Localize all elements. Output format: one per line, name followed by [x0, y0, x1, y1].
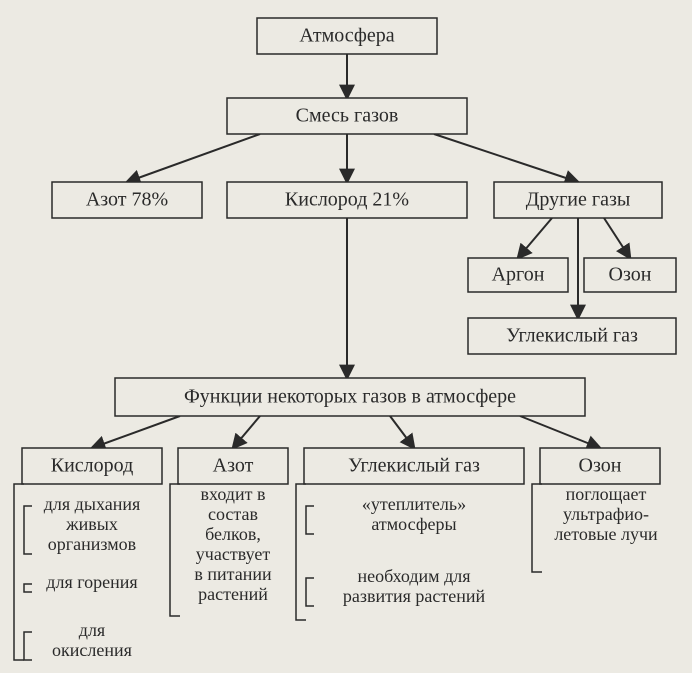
- node-nitrogen: Азот 78%: [52, 182, 202, 218]
- node-f_oxygen: Кислород: [22, 448, 162, 484]
- node-argon: Аргон: [468, 258, 568, 292]
- brace-f_oxygen-item-1-bracket: [24, 584, 32, 592]
- node-f_ozone: Озон: [540, 448, 660, 484]
- brace-f_co2-item-0-bracket: [306, 506, 314, 534]
- node-f_oxygen-label: Кислород: [51, 455, 134, 477]
- edge-gas_mix-other_gases: [434, 134, 578, 182]
- brace-f_nitrogen-item-0-text: входит всоставбелков,участвуетв питаниир…: [194, 484, 272, 604]
- node-f_nitrogen-label: Азот: [213, 455, 254, 477]
- brace-f_co2: «утеплитель»атмосферы необходим дляразвит…: [296, 484, 485, 620]
- node-ozone_top: Озон: [584, 258, 676, 292]
- node-gas_mix: Смесь газов: [227, 98, 467, 134]
- edge-functions-f_nitrogen: [233, 416, 260, 448]
- node-co2_top-label: Углекислый газ: [506, 325, 638, 347]
- brace-f_co2-outer: [296, 484, 306, 620]
- node-atmosphere-label: Атмосфера: [299, 25, 394, 47]
- brace-f_oxygen-item-0-bracket: [24, 506, 32, 554]
- node-other_gases-label: Другие газы: [526, 189, 631, 211]
- brace-f_oxygen-item-2-bracket: [24, 632, 32, 660]
- brace-f_nitrogen: входит всоставбелков,участвуетв питаниир…: [170, 484, 272, 616]
- brace-f_oxygen-outer: [14, 484, 24, 660]
- brace-f_oxygen-item-0-text: для дыханияживыхорганизмов: [44, 494, 140, 554]
- brace-f_ozone: поглощаетультрафио-летовые лучи: [532, 484, 658, 572]
- brace-f_co2-item-1-bracket: [306, 578, 314, 606]
- brace-f_co2-item-0-text: «утеплитель»атмосферы: [362, 494, 466, 534]
- node-functions-label: Функции некоторых газов в атмосфере: [184, 386, 516, 408]
- brace-f_ozone-outer: [532, 484, 542, 572]
- node-argon-label: Аргон: [492, 264, 545, 286]
- brace-f_oxygen: для дыханияживыхорганизмов для горения для…: [14, 484, 140, 660]
- node-atmosphere: Атмосфера: [257, 18, 437, 54]
- node-co2_top: Углекислый газ: [468, 318, 676, 354]
- node-functions: Функции некоторых газов в атмосфере: [115, 378, 585, 416]
- node-f_co2-label: Углекислый газ: [348, 455, 480, 477]
- node-oxygen-label: Кислород 21%: [285, 189, 409, 211]
- node-f_nitrogen: Азот: [178, 448, 288, 484]
- edge-other_gases-argon: [518, 218, 552, 258]
- node-other_gases: Другие газы: [494, 182, 662, 218]
- node-f_co2: Углекислый газ: [304, 448, 524, 484]
- node-oxygen: Кислород 21%: [227, 182, 467, 218]
- brace-f_nitrogen-outer: [170, 484, 180, 616]
- brace-f_co2-item-1-text: необходим дляразвития растений: [343, 566, 486, 606]
- edge-gas_mix-nitrogen: [127, 134, 260, 182]
- node-nitrogen-label: Азот 78%: [86, 189, 168, 211]
- node-gas_mix-label: Смесь газов: [296, 105, 399, 127]
- edge-functions-f_oxygen: [92, 416, 180, 448]
- brace-f_ozone-item-0-text: поглощаетультрафио-летовые лучи: [554, 484, 658, 544]
- edge-other_gases-ozone_top: [604, 218, 630, 258]
- node-ozone_top-label: Озон: [609, 264, 652, 286]
- node-f_ozone-label: Озон: [579, 455, 622, 477]
- edge-functions-f_co2: [390, 416, 414, 448]
- edge-functions-f_ozone: [520, 416, 600, 448]
- brace-f_oxygen-item-2-text: дляокисления: [52, 620, 132, 660]
- brace-f_oxygen-item-1-text: для горения: [46, 572, 137, 592]
